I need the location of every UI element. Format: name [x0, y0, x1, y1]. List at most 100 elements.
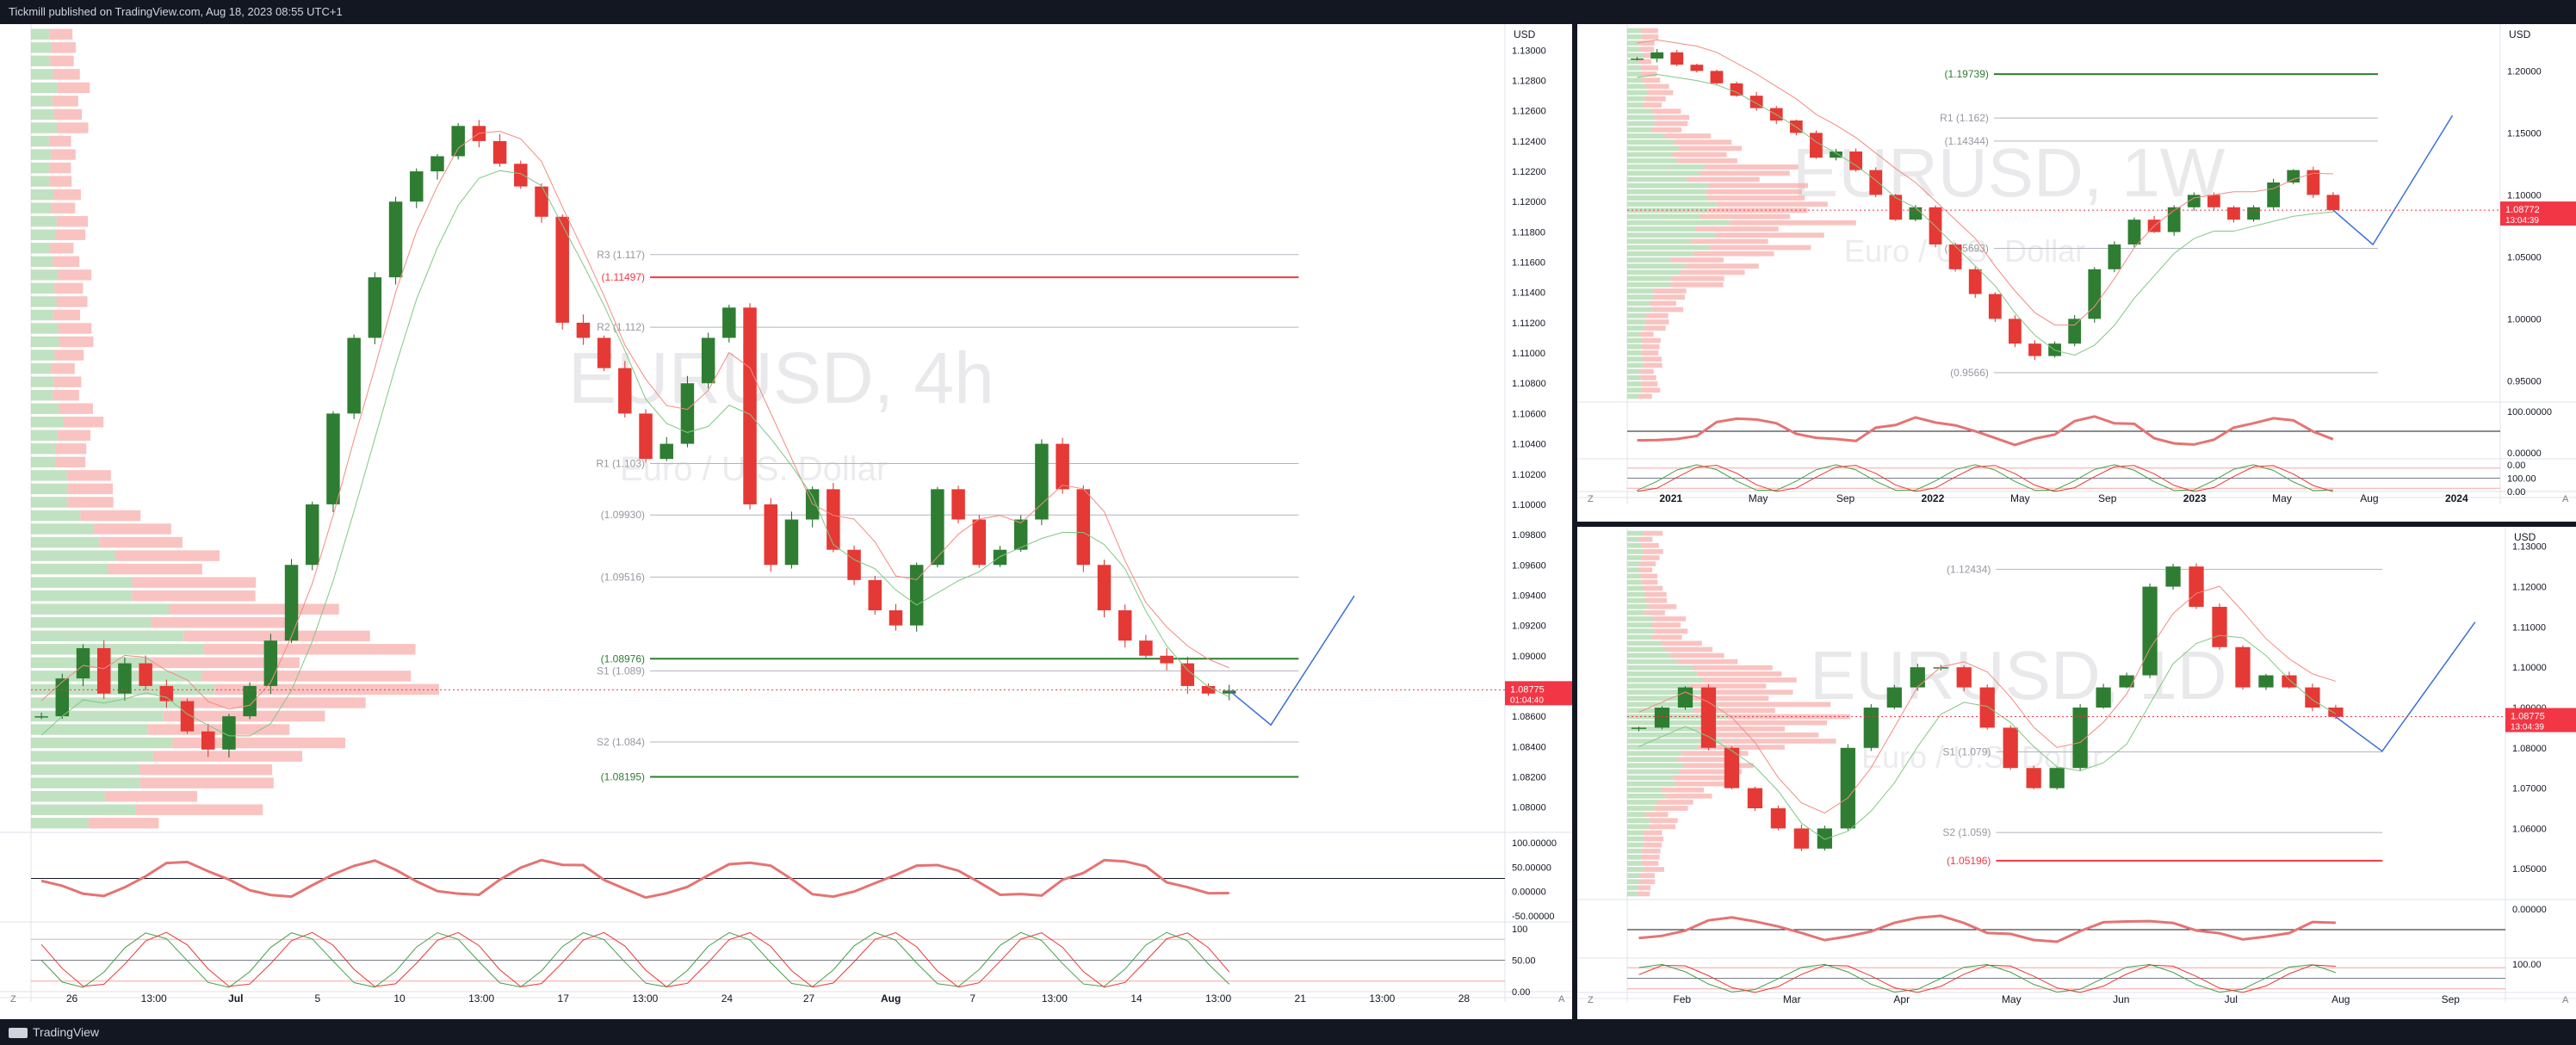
chart-1w[interactable]: EURUSD, 1W Euro / U.S. Dollar USD 1.20000 1.… — [1577, 0, 2576, 522]
candle-body — [2003, 727, 2018, 769]
time-tick: 7 — [969, 992, 975, 1005]
volume-profile-bar-buy — [1627, 616, 1654, 621]
volume-profile-bar-sell — [1649, 603, 1677, 609]
volume-profile-bar-sell — [1644, 610, 1665, 615]
volume-profile-bar-sell — [1709, 244, 1811, 250]
price-tick: 1.11000 — [2512, 622, 2546, 633]
time-tick: 26 — [66, 992, 78, 1005]
volume-profile-bar-sell — [1653, 616, 1687, 621]
volume-profile-bar-sell — [1643, 842, 1663, 848]
volume-profile-bar-buy — [31, 790, 106, 802]
volume-profile-bar-buy — [1627, 294, 1654, 300]
volume-profile-bar-buy — [1627, 683, 1690, 689]
time-tick: Feb — [1673, 993, 1691, 1005]
candle-body — [1840, 747, 1855, 829]
volume-profile-bar-buy — [1627, 189, 1706, 195]
volume-profile-bar-sell — [94, 523, 171, 535]
volume-profile-bar-buy — [31, 403, 59, 414]
volume-profile-bar-sell — [1641, 855, 1660, 860]
resistance-trail — [40, 130, 1229, 710]
volume-profile-bar-sell — [80, 510, 141, 522]
candle-body — [1670, 52, 1684, 65]
volume-profile-bar-sell — [51, 202, 76, 213]
chart-pane-1w[interactable]: EURUSD, 1W Euro / U.S. Dollar USD 1.20000 1.… — [1577, 0, 2576, 522]
volume-profile-bar-sell — [56, 296, 88, 307]
time-tick: 13:00 — [1369, 992, 1395, 1005]
candle-body — [2142, 586, 2158, 676]
candle-body — [1654, 707, 1670, 728]
volume-profile-bar-buy — [1627, 659, 1677, 665]
volume-profile-bar-buy — [31, 189, 54, 201]
time-tick: 2021 — [1659, 492, 1682, 504]
osc-tick: 50.00000 — [1512, 863, 1551, 873]
volume-profile-bar-buy — [31, 724, 148, 735]
volume-profile-bar-buy — [1627, 319, 1646, 325]
candle-body — [2072, 707, 2088, 769]
volume-profile-bar-sell — [147, 724, 290, 735]
volume-profile-bar-buy — [31, 336, 59, 348]
candle-body — [847, 549, 861, 580]
volume-profile-bar-sell — [1654, 628, 1688, 634]
candle-body — [1013, 519, 1028, 550]
candle-body — [1180, 663, 1195, 686]
volume-profile-bar-sell — [1670, 275, 1725, 281]
footer-bar: TradingView — [0, 1019, 2576, 1045]
candle-body — [347, 337, 361, 414]
level-label: (1.11497) — [602, 271, 645, 283]
volume-profile-bar-buy — [31, 617, 152, 628]
chart-pane-1d[interactable]: EURUSD, 1D Euro / U.S. Dollar USD 1.13000 1.… — [1577, 527, 2576, 1019]
candle-body — [430, 156, 444, 172]
volume-profile-bar-buy — [31, 282, 55, 294]
volume-profile-bar-buy — [1627, 65, 1642, 71]
candle-body — [743, 307, 757, 504]
volume-profile-bar-sell — [1639, 879, 1656, 885]
volume-profile-bar-sell — [1638, 59, 1651, 65]
candle-body — [680, 383, 695, 444]
volume-profile-bar-sell — [1650, 622, 1681, 628]
volume-profile-bar-buy — [1627, 164, 1705, 170]
candle-body — [1948, 244, 1962, 269]
volume-profile-bar-sell — [1704, 164, 1799, 170]
volume-profile-bar-buy — [1627, 585, 1644, 591]
volume-profile-bar-sell — [53, 69, 80, 80]
volume-profile-bar-sell — [139, 777, 274, 788]
time-tick: 13:00 — [468, 992, 494, 1005]
volume-profile-bar-buy — [1627, 542, 1642, 548]
price-tick: 1.12200 — [1512, 167, 1546, 177]
volume-profile-bar-buy — [1627, 536, 1639, 542]
volume-profile-bar-buy — [1627, 561, 1640, 566]
volume-profile-bar-buy — [1627, 331, 1639, 337]
volume-profile-bar-sell — [1639, 873, 1655, 878]
volume-profile-bar-sell — [1689, 683, 1767, 689]
candle-body — [1139, 640, 1153, 656]
volume-profile-bar-buy — [1627, 40, 1640, 46]
volume-profile-bar-sell — [1653, 294, 1685, 300]
stoch-tick: 0.00 — [1512, 987, 1530, 998]
time-tick: May — [2272, 492, 2292, 504]
volume-profile-bar-sell — [1695, 226, 1779, 232]
candle-body — [118, 663, 132, 694]
volume-profile-bar-buy — [1627, 263, 1687, 269]
volume-profile-bar-buy — [1627, 59, 1638, 65]
volume-profile-bar-buy — [31, 269, 59, 281]
price-tick: 1.11600 — [1512, 258, 1545, 269]
volume-profile-bar-sell — [1662, 787, 1705, 793]
time-tick: 2024 — [2445, 492, 2468, 504]
time-tick: 13:00 — [1042, 992, 1068, 1005]
time-tick: 14 — [1130, 992, 1142, 1005]
time-tick: Sep — [2098, 492, 2117, 504]
auto-scale-icon: A — [2562, 995, 2569, 1005]
volume-profile-bar-buy — [31, 28, 50, 40]
volume-profile-bar-buy — [1627, 368, 1639, 374]
tradingview-logo[interactable]: TradingView — [9, 1019, 99, 1045]
time-tick: Jun — [2113, 993, 2129, 1005]
candle-body — [931, 489, 944, 566]
volume-profile-bar-sell — [54, 282, 84, 294]
price-tick: 1.08200 — [1512, 772, 1546, 782]
volume-profile-bar-buy — [1627, 830, 1644, 836]
volume-profile-bar-sell — [51, 149, 76, 160]
volume-profile-bar-buy — [31, 55, 51, 67]
